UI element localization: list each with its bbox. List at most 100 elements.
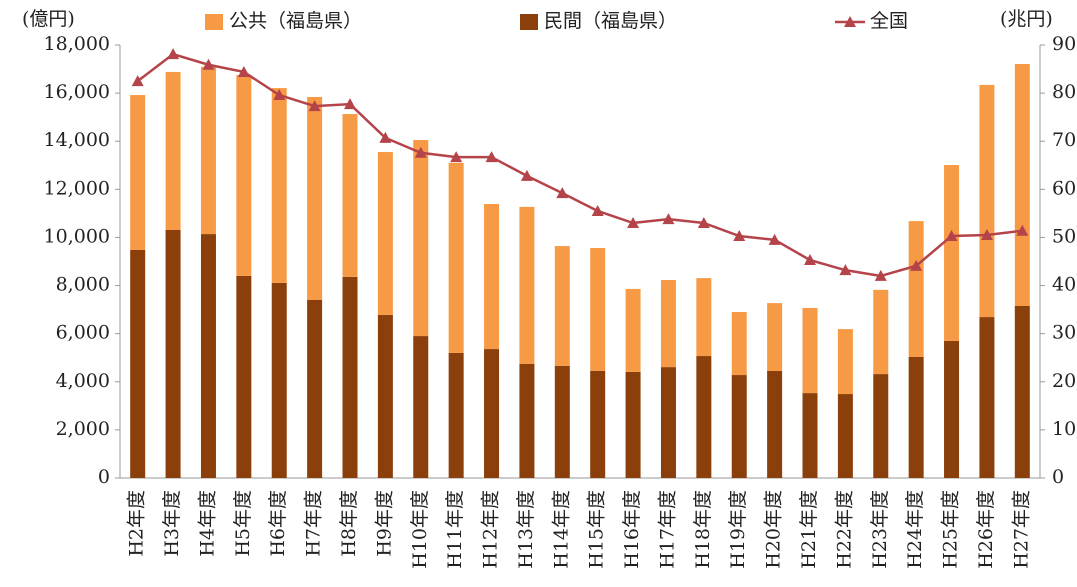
x-tick-label: H25年度: [940, 490, 962, 569]
bar: [448, 162, 464, 353]
x-tick-label: H18年度: [692, 490, 714, 569]
bar: [165, 71, 181, 230]
x-tick-label: H17年度: [656, 490, 678, 569]
legend-swatch: [205, 14, 223, 30]
legend-marker: [844, 16, 856, 27]
bar: [767, 303, 783, 371]
marker: [874, 269, 887, 281]
bar: [625, 371, 641, 478]
bar: [448, 352, 464, 478]
marker: [520, 169, 533, 181]
bar: [484, 349, 500, 478]
marker: [167, 48, 180, 60]
x-tick-label: H23年度: [869, 490, 891, 569]
bar: [873, 289, 889, 375]
bar: [130, 95, 146, 250]
y2-tick-label: 90: [1052, 33, 1076, 55]
marker: [804, 254, 816, 266]
y-tick-label: 2,000: [56, 418, 110, 440]
marker: [131, 75, 144, 87]
bar: [837, 329, 853, 395]
legend-label: 民間（福島県）: [544, 10, 677, 32]
bar: [802, 307, 818, 394]
y2-tick-label: 60: [1052, 177, 1076, 199]
bar: [590, 370, 606, 478]
bar: [873, 374, 889, 478]
bar: [484, 204, 500, 350]
x-tick-label: H11年度: [444, 490, 466, 569]
y2-tick-label: 20: [1052, 370, 1076, 392]
y-tick-label: 18,000: [44, 33, 110, 55]
y2-tick-label: 80: [1052, 81, 1076, 103]
x-tick-label: H24年度: [904, 490, 926, 569]
y2-tick-label: 50: [1052, 225, 1076, 247]
y-tick-label: 4,000: [56, 370, 110, 392]
bar: [271, 282, 287, 478]
marker: [627, 217, 640, 229]
marker: [273, 89, 286, 101]
bar: [307, 299, 323, 478]
bar: [271, 88, 287, 283]
marker: [662, 213, 675, 225]
x-tick-label: H2年度: [126, 490, 148, 557]
legend-label: 公共（福島県）: [229, 10, 362, 32]
bar: [307, 96, 323, 300]
bar: [377, 152, 393, 315]
marker: [450, 151, 463, 163]
y-tick-label: 10,000: [44, 225, 110, 247]
marker: [910, 259, 923, 271]
x-tick-label: H12年度: [480, 490, 502, 569]
marker: [485, 151, 498, 163]
marker: [591, 204, 604, 216]
bar: [979, 317, 995, 478]
bar: [342, 114, 358, 277]
marker: [414, 146, 427, 158]
marker: [379, 131, 392, 143]
y-tick-label: 8,000: [56, 274, 110, 296]
marker: [237, 65, 250, 77]
x-tick-label: H15年度: [586, 490, 608, 569]
legend-label: 全国: [870, 10, 908, 32]
x-tick-label: H14年度: [550, 490, 572, 569]
y-tick-label: 12,000: [44, 177, 110, 199]
marker: [945, 230, 958, 242]
bar: [236, 275, 252, 478]
x-tick-label: H8年度: [338, 490, 360, 557]
x-tick-label: H5年度: [232, 490, 254, 557]
y-tick-label: 14,000: [44, 129, 110, 151]
line: [136, 52, 1023, 278]
y2-unit: (兆円): [1000, 8, 1053, 30]
bar: [731, 312, 747, 376]
x-tick-label: H21年度: [798, 490, 820, 569]
marker: [980, 229, 993, 241]
bar: [767, 370, 783, 478]
y-unit: (億円): [22, 8, 75, 30]
bar: [908, 357, 924, 478]
marker: [344, 98, 356, 110]
bar: [342, 276, 358, 478]
x-tick-label: H4年度: [196, 490, 218, 557]
x-tick-label: H16年度: [621, 490, 643, 569]
bar: [979, 84, 995, 318]
y2-tick-label: 70: [1052, 129, 1076, 151]
bar: [944, 165, 960, 341]
x-tick-label: H22年度: [833, 490, 855, 569]
bar: [625, 288, 641, 372]
bar: [837, 394, 853, 478]
marker: [556, 187, 569, 199]
marker: [1016, 224, 1029, 236]
y2-tick-label: 30: [1052, 322, 1076, 344]
y2-tick-label: 40: [1052, 274, 1076, 296]
bar: [236, 75, 252, 276]
bar: [590, 248, 606, 371]
bar: [165, 229, 181, 478]
x-tick-label: H3年度: [161, 490, 183, 557]
bar: [200, 234, 216, 478]
marker: [768, 233, 781, 245]
y2-tick-label: 0: [1052, 466, 1064, 488]
x-tick-label: H7年度: [303, 490, 325, 557]
bar: [413, 140, 429, 337]
legend-swatch: [520, 14, 538, 30]
bar: [130, 249, 146, 478]
